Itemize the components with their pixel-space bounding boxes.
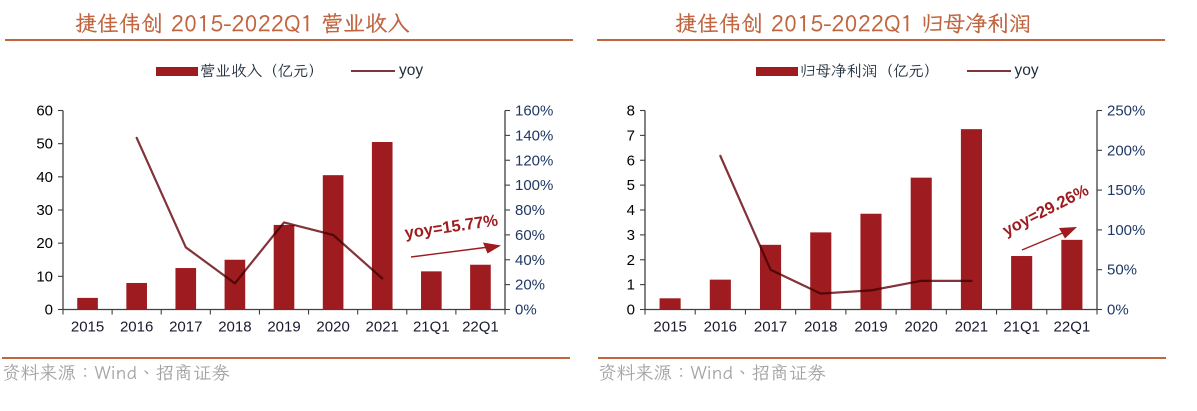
- svg-text:140%: 140%: [515, 127, 553, 144]
- svg-text:0: 0: [627, 302, 635, 319]
- svg-text:60: 60: [36, 103, 53, 120]
- svg-text:60%: 60%: [515, 227, 545, 244]
- svg-text:80%: 80%: [515, 202, 545, 219]
- svg-text:250%: 250%: [1107, 103, 1145, 120]
- svg-text:2018: 2018: [218, 319, 251, 336]
- svg-text:4: 4: [627, 202, 635, 219]
- svg-text:2021: 2021: [955, 319, 988, 336]
- svg-text:21Q1: 21Q1: [413, 319, 450, 336]
- svg-text:40%: 40%: [515, 252, 545, 269]
- svg-text:2020: 2020: [316, 319, 349, 336]
- svg-text:50: 50: [36, 136, 53, 153]
- svg-text:3: 3: [627, 227, 635, 244]
- svg-text:2017: 2017: [169, 319, 202, 336]
- svg-text:2: 2: [627, 252, 635, 269]
- svg-text:22Q1: 22Q1: [1054, 319, 1091, 336]
- svg-text:100%: 100%: [1107, 222, 1145, 239]
- svg-text:yoy=15.77%: yoy=15.77%: [403, 212, 499, 243]
- svg-text:2018: 2018: [804, 319, 837, 336]
- svg-text:2019: 2019: [267, 319, 300, 336]
- svg-text:0%: 0%: [1107, 302, 1129, 319]
- svg-text:200%: 200%: [1107, 142, 1145, 159]
- svg-text:0%: 0%: [515, 302, 537, 319]
- svg-text:100%: 100%: [515, 177, 553, 194]
- svg-text:1: 1: [627, 277, 635, 294]
- svg-text:7: 7: [627, 127, 635, 144]
- svg-text:2016: 2016: [120, 319, 153, 336]
- svg-text:5: 5: [627, 177, 635, 194]
- svg-text:20: 20: [36, 235, 53, 252]
- svg-text:6: 6: [627, 152, 635, 169]
- svg-text:120%: 120%: [515, 152, 553, 169]
- svg-text:2016: 2016: [704, 319, 737, 336]
- svg-text:150%: 150%: [1107, 182, 1145, 199]
- svg-text:8: 8: [627, 103, 635, 120]
- svg-text:2020: 2020: [905, 319, 938, 336]
- svg-text:22Q1: 22Q1: [462, 319, 499, 336]
- svg-text:160%: 160%: [515, 103, 553, 120]
- svg-text:2015: 2015: [653, 319, 686, 336]
- svg-text:2017: 2017: [754, 319, 787, 336]
- svg-text:2015: 2015: [71, 319, 104, 336]
- svg-text:30: 30: [36, 202, 53, 219]
- svg-text:2019: 2019: [854, 319, 887, 336]
- svg-text:21Q1: 21Q1: [1003, 319, 1040, 336]
- svg-text:10: 10: [36, 268, 53, 285]
- svg-text:40: 40: [36, 169, 53, 186]
- svg-text:2021: 2021: [366, 319, 399, 336]
- svg-text:0: 0: [45, 302, 53, 319]
- svg-text:50%: 50%: [1107, 262, 1137, 279]
- svg-text:yoy=29.26%: yoy=29.26%: [1000, 181, 1092, 240]
- svg-text:20%: 20%: [515, 277, 545, 294]
